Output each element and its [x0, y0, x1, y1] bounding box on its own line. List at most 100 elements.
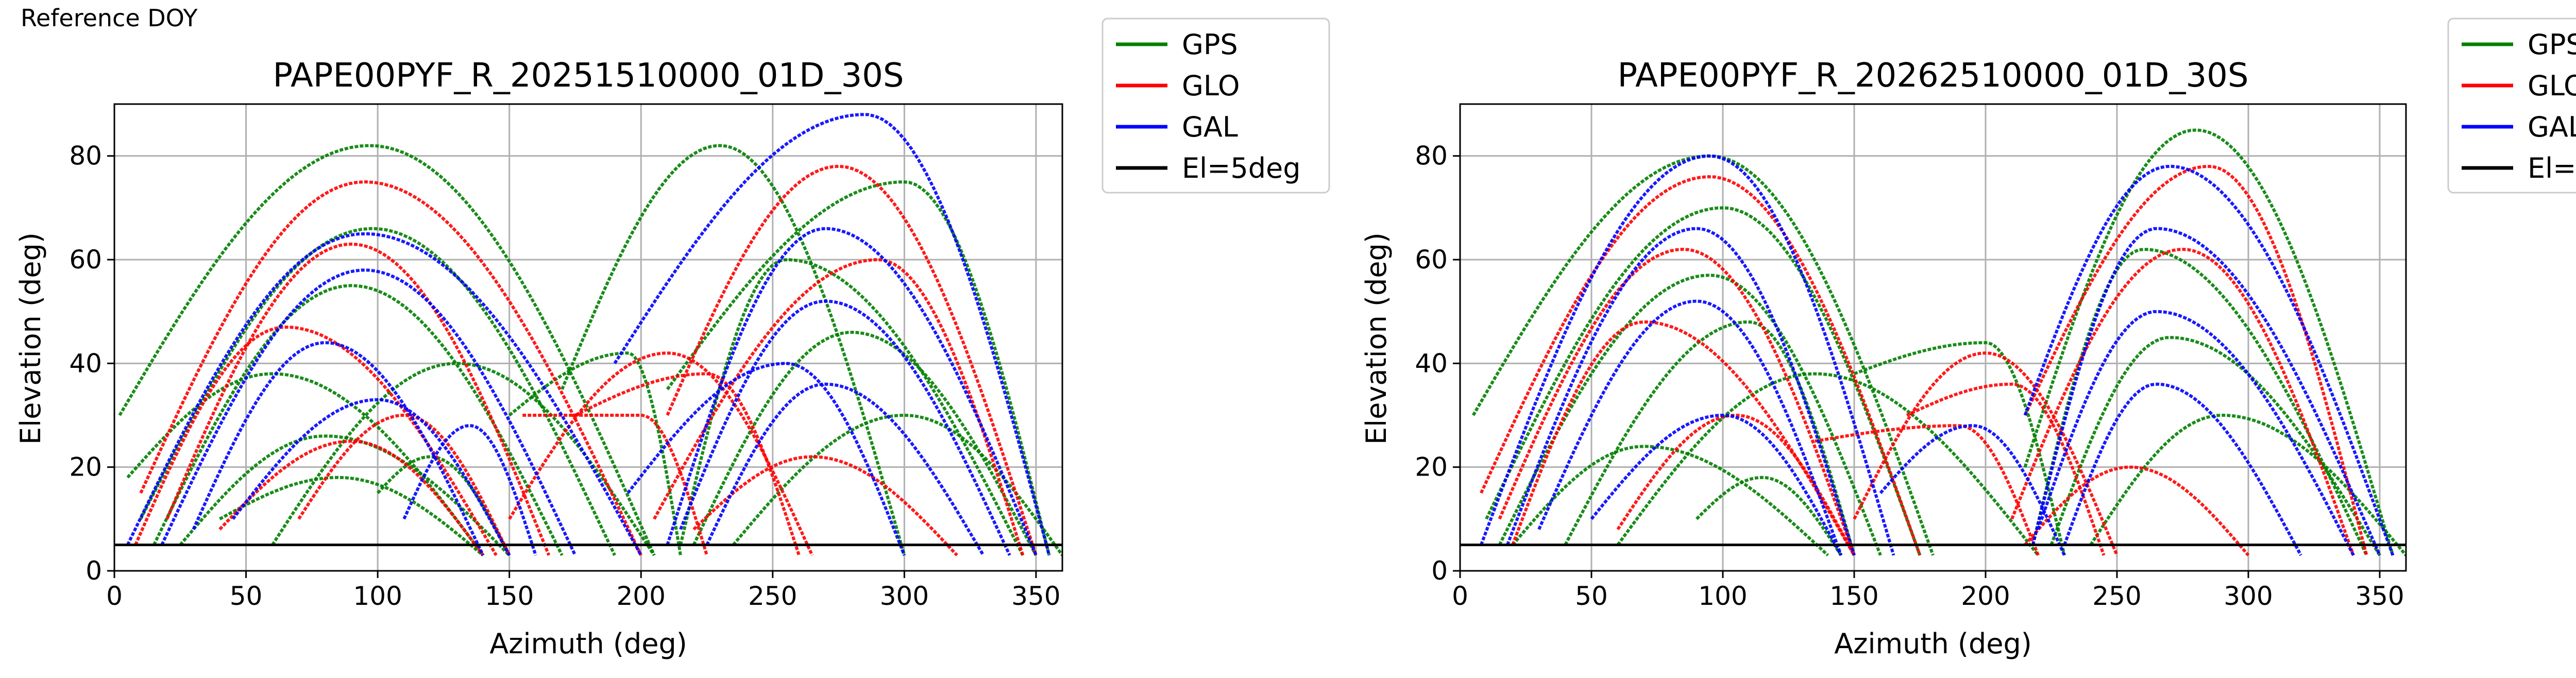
skyplot-panel-left: PAPE00PYF_R_20251510000_01D_30S Azimuth …	[14, 18, 1330, 660]
satellite-track-gps	[2089, 413, 2406, 556]
satellite-track-gal	[613, 113, 1051, 556]
y-tick-label: 0	[86, 556, 102, 586]
satellite-track-gps	[1853, 341, 2066, 556]
y-tick-label: 0	[1431, 556, 1448, 586]
satellite-track-gps	[1485, 206, 1922, 556]
legend-label: El=5deg	[1182, 152, 1301, 184]
x-tick-label: 50	[1575, 581, 1608, 611]
x-tick-label: 300	[880, 581, 929, 611]
satellite-track-gal	[126, 232, 642, 556]
x-tick-label: 100	[1698, 581, 1747, 611]
y-axis-label: Elevation (deg)	[1360, 232, 1393, 445]
satellite-track-gal	[666, 227, 1038, 556]
satellite-track-gps	[118, 144, 656, 556]
satellite-track-glo	[134, 325, 498, 556]
x-tick-label: 350	[1011, 581, 1060, 611]
y-tick-label: 20	[1415, 452, 1448, 482]
satellite-track-gal	[2031, 227, 2381, 556]
y-tick-label: 60	[69, 245, 102, 275]
x-tick-label: 0	[106, 581, 123, 611]
legend-label: GLO	[2528, 70, 2576, 102]
satellite-track-gps	[139, 227, 616, 556]
x-axis-label: Azimuth (deg)	[489, 628, 687, 660]
x-tick-label: 150	[485, 581, 534, 611]
legend-label: GPS	[1182, 28, 1238, 61]
skyplot-panel-right: PAPE00PYF_R_20262510000_01D_30S Azimuth …	[1360, 18, 2576, 660]
x-tick-label: 150	[1829, 581, 1878, 611]
satellite-track-glo	[165, 242, 551, 556]
satellite-track-glo	[2023, 164, 2368, 556]
satellite-track-glo	[508, 351, 814, 556]
y-tick-label: 20	[69, 452, 102, 482]
legend-label: GAL	[2528, 111, 2576, 143]
chart-title: PAPE00PYF_R_20262510000_01D_30S	[1618, 57, 2249, 95]
y-tick-label: 80	[69, 141, 102, 171]
satellite-track-gal	[160, 268, 577, 556]
y-axis-label: Elevation (deg)	[14, 232, 47, 445]
x-axis-label: Azimuth (deg)	[1834, 628, 2032, 660]
satellite-track-gps	[679, 258, 1024, 556]
satellite-track-gps	[1471, 154, 1935, 556]
satellite-track-gps	[1498, 274, 1882, 556]
y-tick-label: 40	[69, 348, 102, 378]
satellite-track-gal	[231, 398, 511, 556]
satellite-track-gal	[679, 299, 1011, 556]
x-tick-label: 200	[1961, 581, 2010, 611]
satellite-track-gps	[508, 351, 682, 556]
satellite-track-gps	[1695, 476, 1843, 556]
satellite-track-glo	[653, 258, 1025, 556]
legend-box	[1101, 18, 1330, 194]
satellite-track-gps	[666, 180, 1051, 556]
satellite-track-gal	[1505, 227, 1856, 556]
legend-box	[2447, 18, 2576, 194]
satellite-track-glo	[2010, 247, 2355, 556]
legend-label: GLO	[1182, 70, 1240, 102]
y-tick-label: 80	[1415, 141, 1448, 171]
satellite-track-glo	[1480, 175, 1922, 556]
satellite-track-gal	[705, 382, 985, 556]
satellite-track-glo	[1498, 247, 1856, 556]
x-tick-label: 300	[2224, 581, 2273, 611]
x-tick-label: 200	[617, 581, 666, 611]
plot-frame	[1459, 103, 2407, 572]
satellite-track-glo	[574, 372, 801, 556]
satellite-track-glo	[1853, 351, 2119, 556]
satellite-track-gal	[626, 362, 906, 556]
x-tick-label: 250	[748, 581, 797, 611]
satellite-track-glo	[139, 180, 642, 556]
plot-frame	[113, 103, 1063, 572]
x-tick-label: 350	[2355, 581, 2404, 611]
figure-label: Reference DOY	[21, 4, 198, 32]
satellite-track-gal	[1479, 154, 1895, 556]
satellite-track-gal	[402, 424, 537, 556]
satellite-track-gps	[2023, 128, 2395, 556]
satellite-track-gal	[2037, 310, 2355, 556]
satellite-track-gal	[2063, 382, 2302, 556]
legend-label: El=5deg	[2528, 152, 2576, 184]
satellite-track-gps	[152, 284, 564, 556]
x-tick-label: 100	[353, 581, 402, 611]
satellite-track-gal	[192, 341, 485, 556]
satellite-track-gal	[2023, 164, 2395, 556]
satellite-track-glo	[1616, 413, 1856, 556]
y-tick-label: 60	[1415, 245, 1448, 275]
satellite-track-gal	[1590, 414, 1843, 556]
x-tick-label: 250	[2092, 581, 2141, 611]
legend-label: GAL	[1182, 111, 1238, 143]
legend-label: GPS	[2528, 28, 2576, 61]
satellite-track-glo	[297, 413, 511, 556]
y-tick-label: 40	[1415, 348, 1448, 378]
satellite-track-gps	[2049, 336, 2381, 556]
x-tick-label: 0	[1452, 581, 1468, 611]
satellite-track-glo	[692, 455, 958, 556]
satellite-track-glo	[218, 439, 485, 556]
satellite-track-gal	[1537, 299, 1843, 556]
x-tick-label: 50	[230, 581, 263, 611]
satellite-track-glo	[1906, 382, 2106, 556]
satellite-track-gps	[179, 434, 511, 556]
satellite-track-gps	[561, 144, 906, 556]
satellite-track-glo	[666, 164, 1038, 556]
satellite-track-glo	[2024, 465, 2250, 556]
satellite-track-gps	[218, 476, 484, 557]
